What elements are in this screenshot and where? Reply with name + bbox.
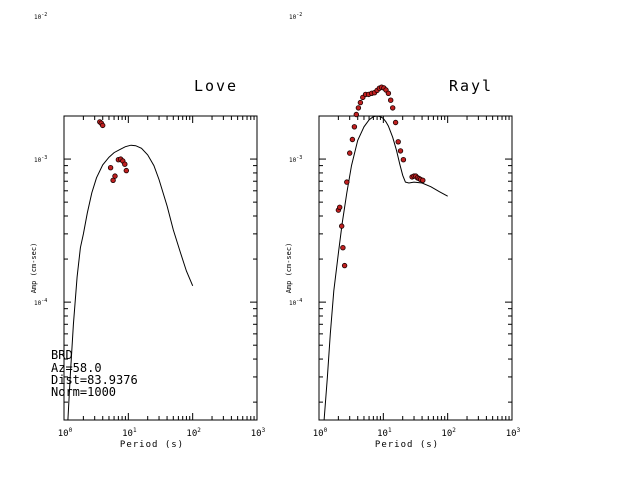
love-y-tick-label-exponent: -3 [41,155,47,161]
rayleigh-y-tick-label-exponent: -4 [296,298,302,304]
love-axis-ticks [63,115,258,420]
rayleigh-y-tick-labels: 10-410-310-2 [289,12,302,307]
rayleigh-observed-point [390,105,396,111]
love-y-tick-label-exponent: -2 [41,12,47,18]
rayleigh-model-curve [323,115,448,421]
love-observed-points [97,119,129,183]
rayleigh-y-tick-label-base: 10 [289,300,297,307]
rayleigh-observed-point [340,244,346,251]
rayleigh-x-axis-label: Period (s) [375,440,439,450]
rayleigh-observed-point [392,119,399,126]
rayleigh-y-tick-label-exponent: -3 [296,155,302,161]
love-x-tick-label-exponent: 1 [133,427,137,434]
rayleigh-y-tick-label-base: 10 [289,14,297,21]
rayleigh-x-tick-label-exponent: 3 [517,427,521,434]
rayleigh-observed-point [337,204,343,210]
love-x-tick-label-base: 10 [122,429,133,439]
station-azimuth: Az=58.0 [51,361,102,375]
rayleigh-y-axis-label: Amp (cm-sec) [285,243,293,294]
love-plot-frame [63,115,258,421]
rayleigh-observed-point [347,150,353,156]
love-model-curve [67,144,194,421]
rayleigh-y-tick-label-exponent: -2 [296,12,302,18]
love-x-tick-labels: 100 101 102 103 [58,427,266,439]
rayleigh-observed-point [351,124,358,130]
rayleigh-y-tick-label-base: 10 [289,157,297,164]
love-x-tick-label-exponent: 3 [262,427,266,434]
rayleigh-x-tick-label-exponent: 1 [388,427,392,434]
love-observed-point [99,122,106,129]
love-y-tick-label: 10-4 [34,298,47,307]
love-x-tick-label-base: 10 [58,429,69,439]
love-x-axis-label: Period (s) [120,440,184,450]
rayleigh-observed-point [357,99,364,106]
love-observed-point [123,167,129,174]
love-x-tick-label-base: 10 [186,429,197,439]
love-y-tick-label-base: 10 [34,14,42,21]
love-panel: Love 100 101 102 103 10-410-310-2 Period (s… [30,12,266,450]
rayleigh-observed-point [395,139,401,145]
station-normalization: Norm=1000 [51,385,116,399]
rayleigh-y-tick-label: 10-4 [289,298,302,307]
rayleigh-observed-point [349,136,356,143]
rayleigh-x-tick-label: 103 [506,427,521,439]
rayleigh-observed-point [341,262,348,269]
rayleigh-x-tick-label-base: 10 [441,429,452,439]
rayleigh-observed-point [420,177,426,183]
rayleigh-x-tick-label-base: 10 [506,429,517,439]
love-observed-point [112,173,118,179]
rayleigh-observed-point [339,223,345,229]
rayleigh-panel: Rayl 100 101 102 103 10-410-310-2 Period (s… [285,12,521,450]
love-y-tick-label-base: 10 [34,300,42,307]
rayleigh-observed-points [335,84,426,269]
love-x-tick-label-exponent: 2 [197,427,201,434]
love-x-tick-label: 102 [186,427,201,439]
love-x-tick-label: 103 [251,427,266,439]
rayleigh-x-tick-label-exponent: 2 [452,427,456,434]
rayleigh-observed-point [385,90,392,96]
love-y-tick-label: 10-3 [34,155,47,164]
rayleigh-x-tick-labels: 100 101 102 103 [313,427,521,439]
rayleigh-observed-point [397,148,404,154]
rayleigh-plot-frame [318,115,513,421]
love-panel-title: Love [194,77,238,95]
love-x-tick-label: 100 [58,427,73,439]
rayleigh-axis-ticks [318,115,513,420]
love-x-tick-label-base: 10 [251,429,262,439]
rayleigh-observed-point [400,156,407,163]
rayleigh-x-tick-label: 102 [441,427,456,439]
rayleigh-y-tick-label: 10-2 [289,12,302,21]
station-info: BRD Az=58.0 Dist=83.9376 Norm=1000 [51,348,138,399]
rayleigh-x-tick-label: 101 [377,427,392,439]
love-observed-point [122,161,128,167]
station-name: BRD [51,348,73,362]
station-distance: Dist=83.9376 [51,373,138,387]
love-y-tick-label-base: 10 [34,157,42,164]
love-observed-point [107,164,114,171]
rayleigh-x-tick-label: 100 [313,427,328,439]
love-y-tick-labels: 10-410-310-2 [34,12,47,307]
rayleigh-observed-point [344,179,350,185]
love-x-tick-label: 101 [122,427,137,439]
rayleigh-x-tick-label-exponent: 0 [324,427,328,434]
love-y-tick-label: 10-2 [34,12,47,21]
love-x-tick-label-exponent: 0 [69,427,73,434]
rayleigh-observed-point [388,97,394,103]
rayleigh-observed-point [353,111,359,118]
love-y-axis-label: Amp (cm-sec) [30,243,38,294]
rayleigh-y-tick-label: 10-3 [289,155,302,164]
rayleigh-x-tick-label-base: 10 [313,429,324,439]
love-y-tick-label-exponent: -4 [41,298,47,304]
rayleigh-x-tick-label-base: 10 [377,429,388,439]
rayleigh-observed-point [355,105,362,111]
rayleigh-panel-title: Rayl [449,77,493,95]
